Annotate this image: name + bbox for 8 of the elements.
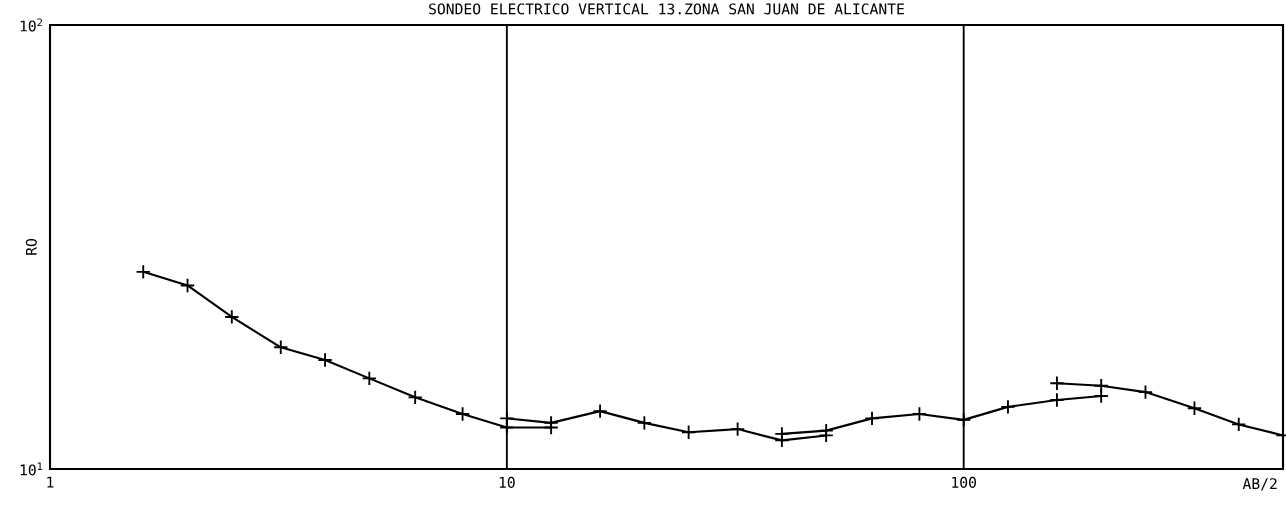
- y-tick-label: 10$^{1}$: [20, 462, 43, 476]
- x-tick-label: 1: [47, 476, 54, 488]
- y-axis-title: RO: [25, 238, 37, 255]
- x-tick-label: 100: [952, 476, 976, 488]
- x-tick-label: 10: [499, 476, 515, 488]
- x-axis-title: AB/2: [1242, 478, 1277, 491]
- y-tick-label: 10$^{2}$: [20, 18, 42, 32]
- chart-title: SONDEO ELECTRICO VERTICAL 13.ZONA SAN JUAN DE ALICANTE: [429, 3, 904, 15]
